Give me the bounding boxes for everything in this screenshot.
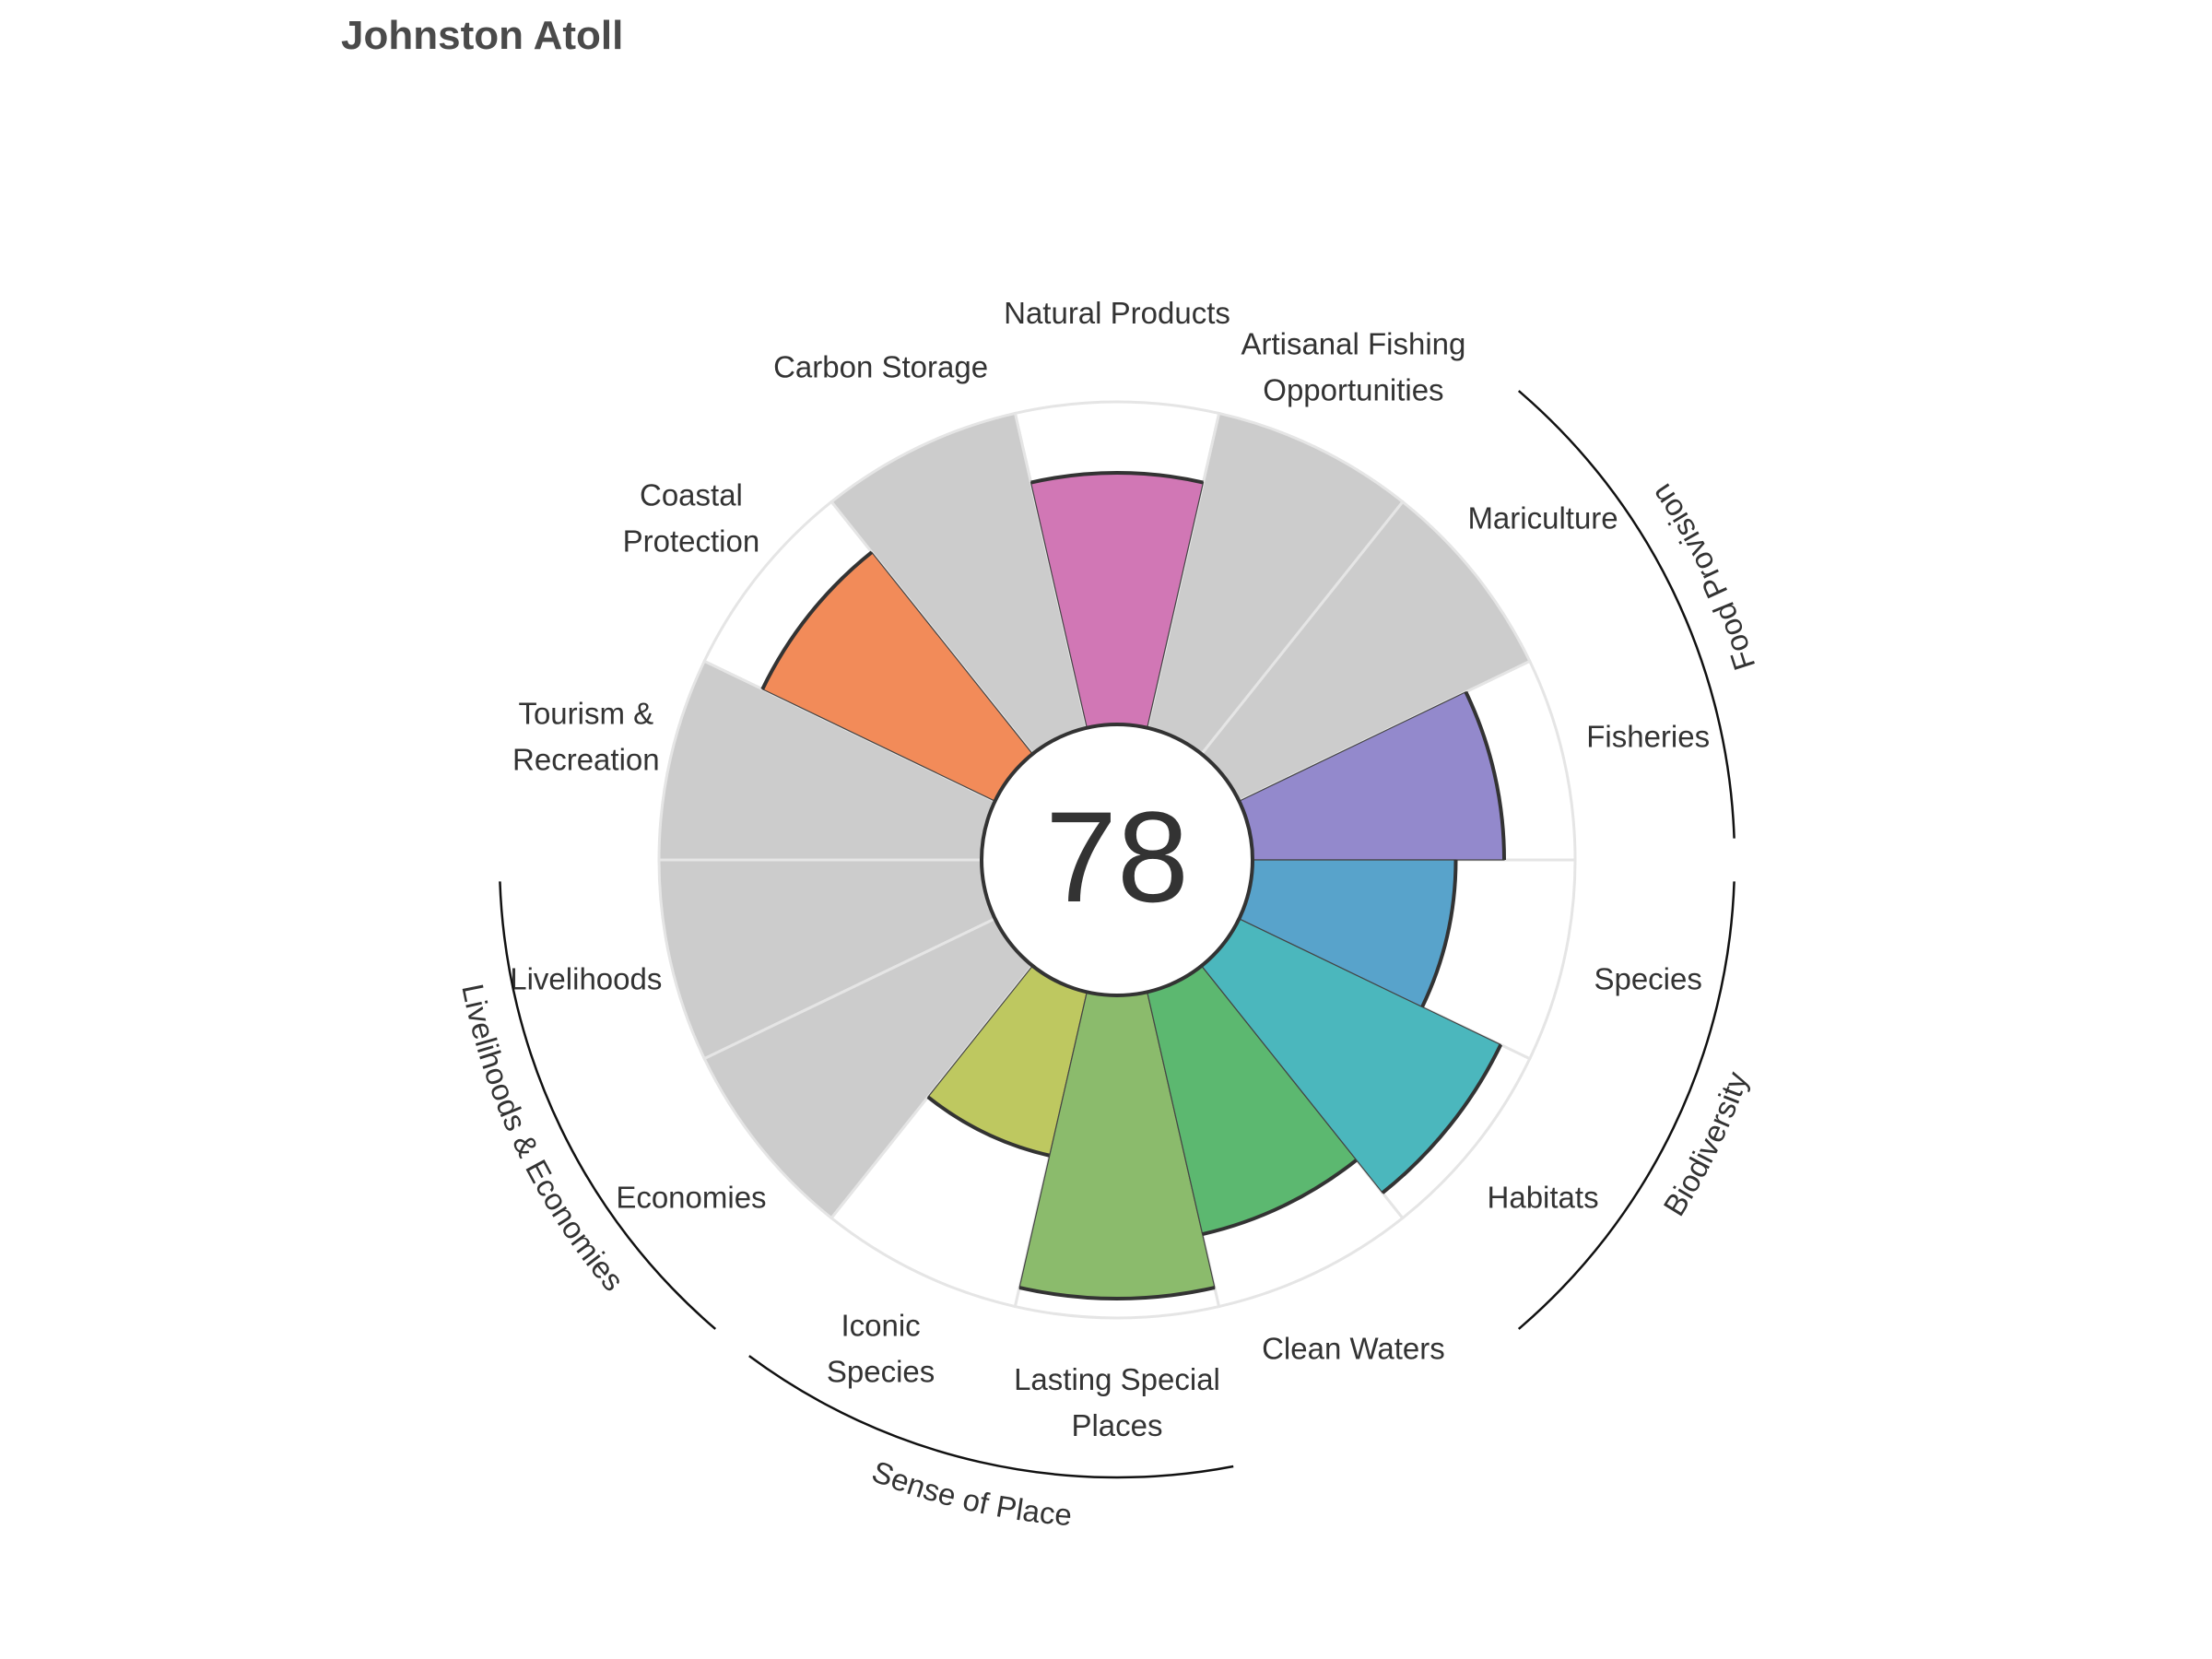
label-species: Species (1594, 961, 1701, 995)
label-artisanal-fishing-opportunities: Artisanal Fishing Opportunities (1241, 326, 1465, 406)
petal-outline-species (1420, 859, 1458, 1008)
group-arc-food-provision (1517, 390, 1735, 839)
category-labels: Fisheries Mariculture Artisanal Fishing Opp… (510, 296, 1710, 1442)
petal-outline-natural-products (1030, 470, 1204, 485)
label-clean-waters: Clean Waters (1262, 1331, 1445, 1365)
petal-outline-clean-waters (1202, 1159, 1358, 1237)
label-lasting-special-places: Lasting Special Places (1014, 1362, 1220, 1442)
petals (760, 470, 1506, 1301)
label-fisheries: Fisheries (1586, 719, 1710, 753)
label-coastal-protection: Coastal Protection (623, 477, 760, 558)
group-arc-biodiversity (1517, 881, 1735, 1330)
group-path-biodiversity (1546, 883, 1776, 1360)
group-arc-livelihoods-and-economies (499, 881, 717, 1330)
page-title: Johnston Atoll (341, 13, 624, 58)
group-path-food-provision (1546, 359, 1776, 837)
group-path-livelihoods-and-economies (458, 883, 688, 1360)
label-tourism-and-recreation: Tourism & Recreation (512, 696, 660, 776)
group-label-livelihoods-and-economies: Livelihoods & Economies (456, 981, 631, 1297)
petal-outline-iconic-species (926, 1095, 1051, 1158)
petal-outline-lasting-special-places (1018, 1286, 1216, 1301)
label-economies: Economies (616, 1180, 766, 1214)
label-mariculture: Mariculture (1467, 500, 1618, 535)
petal-outline-coastal-protection (760, 550, 874, 690)
label-livelihoods: Livelihoods (510, 961, 662, 995)
group-label-biodiversity: Biodiversity (1656, 1067, 1754, 1222)
center: 78 (980, 723, 1254, 997)
label-natural-products: Natural Products (1004, 296, 1230, 330)
center-score: 78 (1045, 784, 1189, 929)
group-label-food-provision: Food Provision (1643, 478, 1761, 675)
petal-outline-habitats (1381, 1043, 1503, 1194)
group-arc-sense-of-place (748, 1355, 1234, 1479)
petal-outline-fisheries (1464, 690, 1506, 861)
label-iconic-species: Iconic Species (827, 1308, 935, 1388)
group-label-sense-of-place: Sense of Place (867, 1453, 1073, 1532)
center-circle (980, 723, 1254, 997)
label-carbon-storage: Carbon Storage (773, 349, 988, 383)
label-habitats: Habitats (1488, 1180, 1599, 1214)
